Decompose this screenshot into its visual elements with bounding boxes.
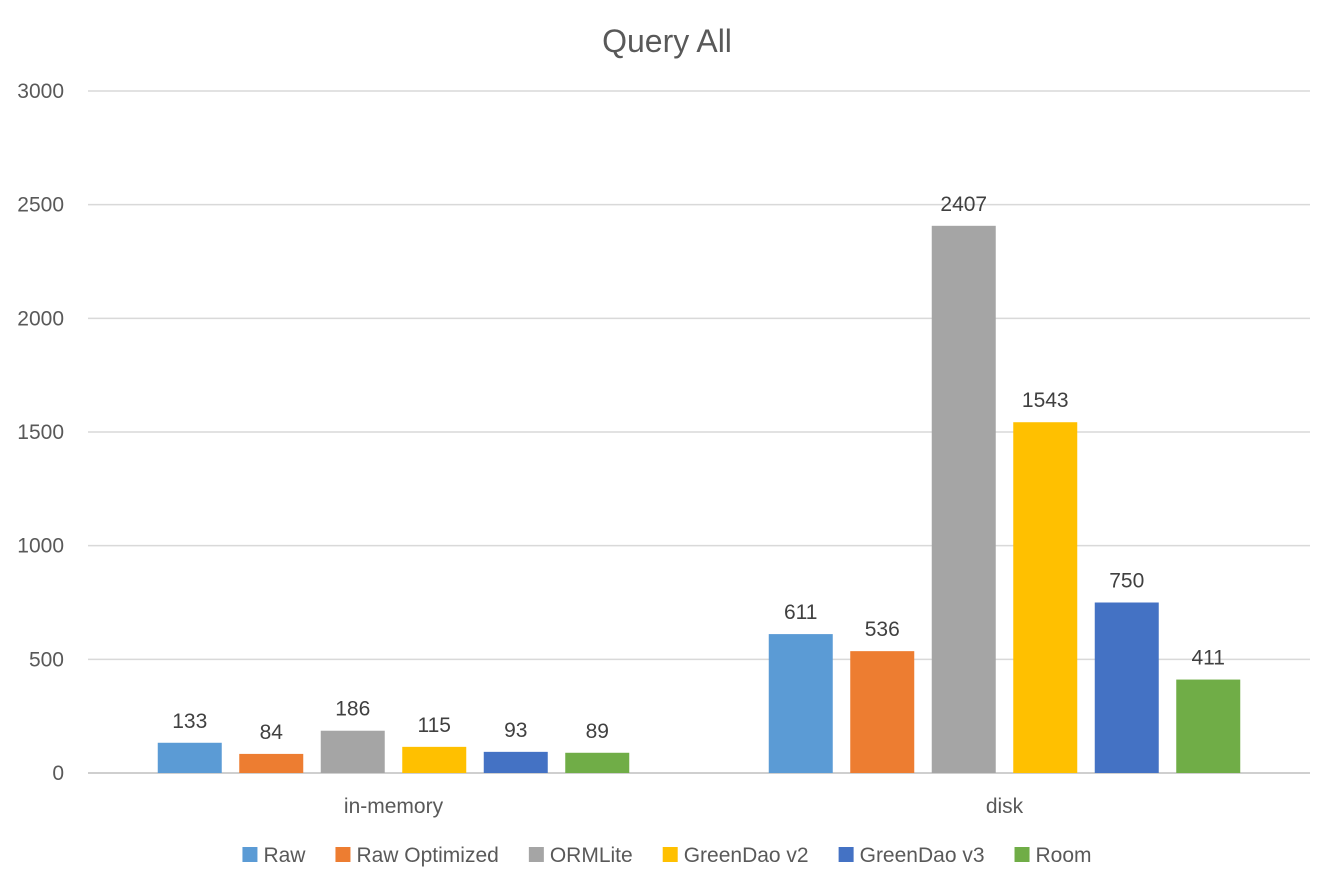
data-label: 750 xyxy=(1109,570,1144,593)
legend-label: ORMLite xyxy=(550,844,633,867)
legend-label: GreenDao v2 xyxy=(684,844,809,867)
legend-label: Raw xyxy=(263,844,306,867)
data-label: 2407 xyxy=(940,193,987,216)
bars xyxy=(157,225,1241,774)
legend-swatch xyxy=(528,847,544,862)
bar xyxy=(402,746,467,773)
y-tick-label: 1500 xyxy=(17,421,64,444)
bar xyxy=(239,753,304,773)
legend-label: Room xyxy=(1036,844,1092,867)
bar xyxy=(320,730,385,773)
data-label: 411 xyxy=(1192,647,1225,670)
bar xyxy=(483,751,548,773)
legend-swatch xyxy=(662,847,678,862)
data-label: 536 xyxy=(865,618,900,641)
legend-item: Room xyxy=(1014,844,1092,867)
legend-item: GreenDao v3 xyxy=(838,844,985,867)
data-label: 115 xyxy=(418,714,451,737)
legend-item: Raw Optimized xyxy=(335,844,499,867)
bar xyxy=(850,651,915,773)
data-label: 611 xyxy=(784,601,817,624)
y-axis-ticks: 0 500 1000 1500 2000 2500 3000 xyxy=(17,80,64,785)
legend-swatch xyxy=(242,847,258,862)
y-tick-label: 2000 xyxy=(17,307,64,330)
data-label: 133 xyxy=(172,710,207,733)
legend-swatch xyxy=(335,847,351,862)
y-tick-label: 2500 xyxy=(17,194,64,217)
data-label: 93 xyxy=(504,719,527,742)
data-label: 89 xyxy=(586,720,609,743)
category-label: in-memory xyxy=(344,795,444,818)
bar xyxy=(565,752,630,773)
data-label: 186 xyxy=(335,698,370,721)
legend-label: Raw Optimized xyxy=(356,844,498,867)
bar xyxy=(1094,602,1159,773)
legend-item: GreenDao v2 xyxy=(662,844,809,867)
legend-swatch xyxy=(838,847,854,862)
legend-label: GreenDao v3 xyxy=(860,844,985,867)
gridlines xyxy=(88,90,1310,774)
bar xyxy=(768,634,833,773)
bar xyxy=(931,225,996,774)
category-labels: in-memory disk xyxy=(344,795,1024,818)
data-label: 84 xyxy=(260,721,284,744)
category-label: disk xyxy=(986,795,1024,818)
legend-item: Raw xyxy=(242,844,306,867)
y-tick-label: 1000 xyxy=(17,535,64,558)
legend-item: ORMLite xyxy=(528,844,633,867)
data-label: 1543 xyxy=(1022,389,1069,412)
bar xyxy=(1013,422,1078,773)
bar xyxy=(1176,679,1241,773)
legend: Raw Raw Optimized ORMLite GreenDao v2 GreenD… xyxy=(242,844,1092,867)
y-tick-label: 0 xyxy=(52,762,64,785)
bar xyxy=(157,742,222,773)
legend-swatch xyxy=(1014,847,1030,862)
y-tick-label: 3000 xyxy=(17,80,64,103)
chart-title: Query All xyxy=(602,23,732,59)
data-labels: 133 84 186 115 93 89 611 536 2407 1543 750 411 xyxy=(172,193,1225,744)
y-tick-label: 500 xyxy=(29,648,64,671)
